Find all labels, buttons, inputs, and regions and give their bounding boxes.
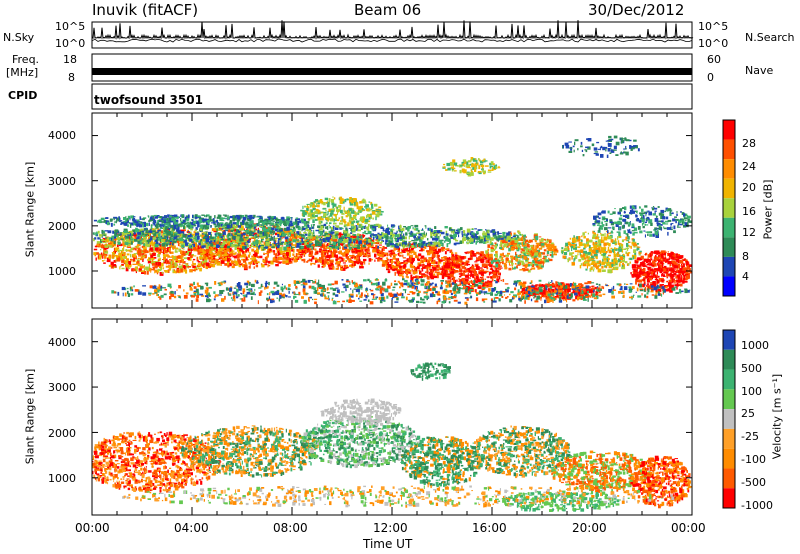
freq-unit: [MHz]	[6, 66, 39, 79]
nsearch-label: N.Search	[745, 31, 795, 44]
power-cbar-swatch	[723, 139, 735, 160]
vel-cbar-tick: -1000	[741, 499, 773, 512]
xtick-2: 08:00	[273, 521, 308, 535]
power-cbar-swatch	[723, 178, 735, 199]
velocity-scatter	[410, 362, 451, 381]
power-scatter	[630, 250, 693, 293]
nsky-frame	[91, 21, 693, 49]
velocity-cbar-swatch	[723, 389, 735, 410]
power-cbar-swatch	[723, 217, 735, 238]
power-scatter	[300, 196, 384, 227]
power-cbar-swatch	[723, 159, 735, 179]
power-ytick-1000: 1000	[48, 265, 76, 278]
nsky-tick-bottom: 10^0	[55, 37, 86, 50]
xtick-6: 00:00	[671, 521, 706, 535]
power-cbar-tick: 28	[742, 137, 756, 150]
power-cbar-swatch	[723, 120, 735, 140]
power-cbar-tick: 12	[742, 226, 756, 239]
velocity-scatter	[470, 425, 572, 479]
station-title: Inuvik (fitACF)	[92, 1, 199, 19]
date-title: 30/Dec/2012	[588, 1, 685, 19]
freq-label: Freq.	[12, 53, 40, 66]
velocity-cbar-swatch	[723, 448, 735, 469]
vel-ytick-2000: 2000	[48, 427, 76, 440]
power-ytick-2000: 2000	[48, 220, 76, 233]
power-scatter	[562, 135, 640, 158]
freq-band	[92, 68, 692, 75]
nave-tick-bottom: 0	[707, 71, 714, 84]
velocity-cbar-swatch	[723, 369, 735, 390]
power-scatter	[592, 205, 692, 238]
power-cbar-tick: 16	[742, 205, 756, 218]
power-scatter	[442, 157, 501, 177]
xtick-3: 12:00	[373, 521, 408, 535]
power-cbar-tick: 4	[742, 270, 749, 283]
freq-tick-bottom: 8	[68, 71, 75, 84]
velocity-scatter	[630, 455, 692, 509]
power-ytick-3000: 3000	[48, 175, 76, 188]
xtick-5: 20:00	[572, 521, 607, 535]
cpid-frame	[91, 83, 693, 110]
nave-label: Nave	[745, 64, 774, 77]
power-cbar-tick: 20	[742, 181, 756, 194]
power-scatter	[92, 223, 520, 251]
velocity-scatter	[320, 398, 402, 426]
nave-tick-top: 60	[707, 53, 721, 66]
nsearch-tick-top: 10^5	[698, 20, 729, 33]
xtick-0: 00:00	[75, 521, 110, 535]
vel-cbar-tick: -100	[741, 453, 766, 466]
velocity-scatter	[181, 425, 322, 478]
velocity-cbar-swatch	[723, 349, 735, 370]
power-cbar-tick: 8	[742, 250, 749, 263]
nsearch-line	[91, 38, 693, 43]
power-cbar-swatch	[723, 198, 735, 218]
xtick-4: 16:00	[472, 521, 507, 535]
cpid-value: twofsound 3501	[94, 93, 203, 107]
power-scatter	[441, 250, 503, 294]
vel-cbar-tick: -25	[741, 430, 759, 443]
power-scatter	[111, 278, 691, 305]
power-cbar-swatch	[723, 276, 735, 296]
nsky-label: N.Sky	[3, 31, 35, 44]
velocity-scatter	[122, 485, 675, 508]
power-cbar-swatch	[723, 237, 735, 257]
vel-cbar-tick: 1000	[741, 339, 769, 352]
nsky-line	[91, 20, 694, 40]
freq-tick-top: 18	[63, 53, 77, 66]
vel-cbar-tick: 100	[741, 385, 762, 398]
vel-cbar-tick: 500	[741, 362, 762, 375]
velocity-scatter	[400, 436, 483, 488]
velocity-cbar-swatch	[723, 468, 735, 489]
velocity-scatter	[300, 415, 424, 469]
velocity-cbar-swatch	[723, 409, 735, 429]
velocity-cbar-swatch	[723, 488, 735, 508]
velocity-cbar-frame	[722, 329, 736, 509]
vel-cbar-tick: 25	[741, 407, 755, 420]
cpid-label: CPID	[8, 89, 38, 102]
velocity-cbar-swatch	[723, 330, 735, 350]
x-title: Time UT	[363, 537, 413, 551]
xtick-1: 04:00	[174, 521, 209, 535]
power-cbar-swatch	[723, 256, 735, 277]
power-cbar-tick: 24	[742, 160, 756, 173]
vel-ytick-1000: 1000	[48, 472, 76, 485]
nsearch-tick-bottom: 10^0	[698, 37, 729, 50]
vel-ytick-3000: 3000	[48, 381, 76, 394]
power-scatter	[560, 230, 642, 274]
vel-ytick-4000: 4000	[48, 336, 76, 349]
velocity-cbar-swatch	[723, 428, 735, 449]
beam-title: Beam 06	[354, 1, 422, 19]
vel-cbar-tick: -500	[741, 476, 766, 489]
power-scatter	[93, 214, 310, 230]
power-ytick-4000: 4000	[48, 129, 76, 142]
freq-frame	[91, 53, 693, 82]
nsky-tick-top: 10^5	[55, 20, 86, 33]
power-cbar-frame	[722, 119, 736, 297]
